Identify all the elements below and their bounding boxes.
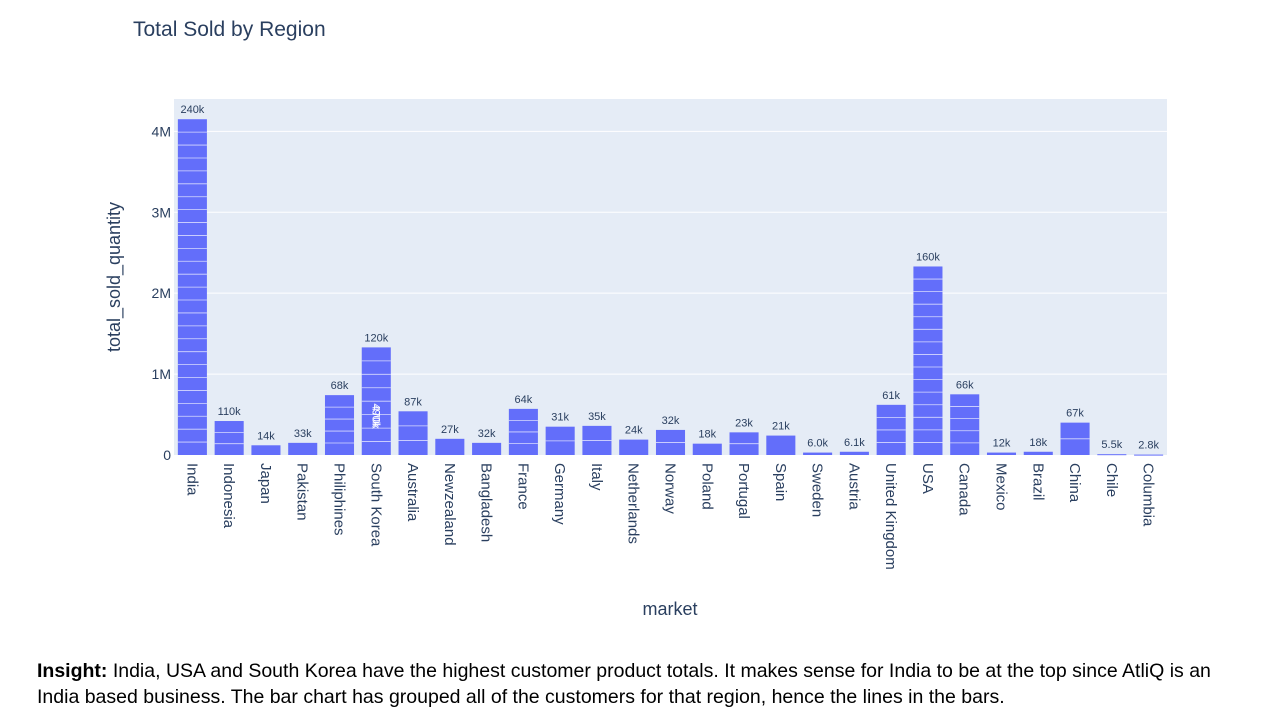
y-tick-label: 2M: [152, 285, 171, 301]
bar-top-label: 27k: [441, 424, 459, 436]
x-tick-label: Columbia: [1140, 463, 1157, 527]
x-tick-label: Canada: [956, 463, 973, 516]
bar-inner-label: 470k: [369, 405, 381, 429]
bar-top-label: 32k: [478, 428, 496, 440]
bar: [251, 445, 281, 455]
x-tick-label: Japan: [257, 463, 274, 504]
bar-top-label: 87k: [404, 396, 422, 408]
y-axis-title: total_sold_quantity: [104, 202, 125, 352]
insight-paragraph: Insight: India, USA and South Korea have…: [37, 658, 1257, 710]
y-tick-label: 4M: [152, 123, 171, 139]
bar-top-label: 6.0k: [807, 438, 828, 450]
x-tick-label: Philiphines: [331, 463, 348, 536]
bar: [950, 394, 980, 455]
gridlines: [174, 130, 1167, 375]
bar: [435, 438, 465, 455]
insight-heading: Insight:: [37, 660, 108, 682]
x-tick-label: France: [514, 463, 531, 510]
x-tick-label: Newzealand: [441, 463, 458, 546]
x-tick-label: Mexico: [993, 463, 1010, 511]
bar-top-label: 32k: [662, 415, 680, 427]
x-tick-label: Indonesia: [220, 463, 237, 529]
bar: [398, 411, 428, 455]
x-tick-label: Brazil: [1029, 463, 1046, 501]
insight-text: India, USA and South Korea have the high…: [37, 660, 1211, 708]
bar: [913, 266, 943, 455]
bar-top-label: 5.5k: [1101, 439, 1122, 451]
bar-top-label: 6.1k: [844, 437, 865, 449]
bar-top-label: 120k: [364, 332, 388, 344]
bar-top-label: 35k: [588, 411, 606, 423]
x-tick-label: Spain: [772, 463, 789, 501]
x-tick-label: USA: [919, 463, 936, 494]
bar: [803, 452, 833, 455]
bar-top-label: 14k: [257, 430, 275, 442]
bar-top-label: 66k: [956, 379, 974, 391]
x-axis-ticks: India Indonesia Japan Pakistan Philiphines So…: [183, 463, 1156, 570]
y-tick-label: 3M: [152, 204, 171, 220]
bar: [766, 435, 796, 455]
bar-top-label: 24k: [625, 425, 643, 437]
bar-top-label: 23k: [735, 417, 753, 429]
x-tick-label: Portugal: [735, 463, 752, 519]
plot-area: [174, 99, 1167, 455]
bar-top-label: 21k: [772, 421, 790, 433]
bar-top-label: 64k: [515, 394, 533, 406]
bar: [1134, 454, 1164, 456]
bar: [839, 451, 869, 455]
x-tick-label: Austria: [845, 463, 862, 510]
bar-top-label: 160k: [916, 251, 940, 263]
y-tick-label: 0: [163, 447, 171, 463]
x-tick-label: Norway: [662, 463, 679, 514]
bar: [692, 443, 722, 455]
x-tick-label: Germany: [551, 463, 568, 525]
bar-chart: Total Sold by Region 0 1M 2M 3M 4M 240k 110k 1…: [104, 18, 1167, 619]
x-tick-label: Pakistan: [294, 463, 311, 521]
x-tick-label: Bangladesh: [478, 463, 495, 542]
bar: [1097, 454, 1127, 456]
bars: [177, 119, 1164, 456]
y-tick-label: 1M: [152, 366, 171, 382]
x-tick-label: Italy: [588, 463, 605, 491]
x-tick-label: China: [1066, 463, 1083, 503]
bar: [324, 395, 355, 455]
x-tick-label: Sweden: [809, 463, 826, 517]
bar: [214, 421, 244, 455]
bar: [1023, 451, 1053, 455]
bar-top-label: 240k: [180, 104, 204, 116]
bar: [986, 452, 1017, 455]
bar-top-label: 2.8k: [1138, 440, 1159, 452]
bar-top-label: 61k: [882, 390, 900, 402]
bar-top-label: 110k: [218, 406, 242, 418]
x-tick-label: Chile: [1103, 463, 1120, 497]
x-tick-label: United Kingdom: [882, 463, 899, 570]
y-axis-ticks: 0 1M 2M 3M 4M: [152, 123, 172, 463]
bar-top-label: 18k: [698, 429, 716, 441]
bar-top-label: 67k: [1066, 408, 1084, 420]
bar-top-label: 12k: [993, 438, 1011, 450]
x-tick-label: Poland: [698, 463, 715, 510]
bar-top-label: 33k: [294, 428, 312, 440]
x-tick-label: Netherlands: [625, 463, 642, 544]
chart-title: Total Sold by Region: [133, 18, 326, 41]
bar: [288, 442, 318, 455]
x-tick-label: Australia: [404, 463, 421, 522]
bar-top-label: 68k: [331, 380, 349, 392]
bar-labels: 240k 110k 14k 33k 68k 120k 87k 27k 32k 64k 31k 35k 2…: [180, 104, 1159, 451]
bar-top-label: 18k: [1029, 437, 1047, 449]
x-axis-title: market: [642, 599, 697, 619]
bar-top-label: 31k: [551, 412, 569, 424]
bar: [472, 442, 502, 455]
bar-inner-label: 490k: [369, 403, 381, 427]
bar: [619, 439, 649, 455]
x-tick-label: India: [183, 463, 200, 496]
x-tick-label: South Korea: [367, 463, 384, 547]
